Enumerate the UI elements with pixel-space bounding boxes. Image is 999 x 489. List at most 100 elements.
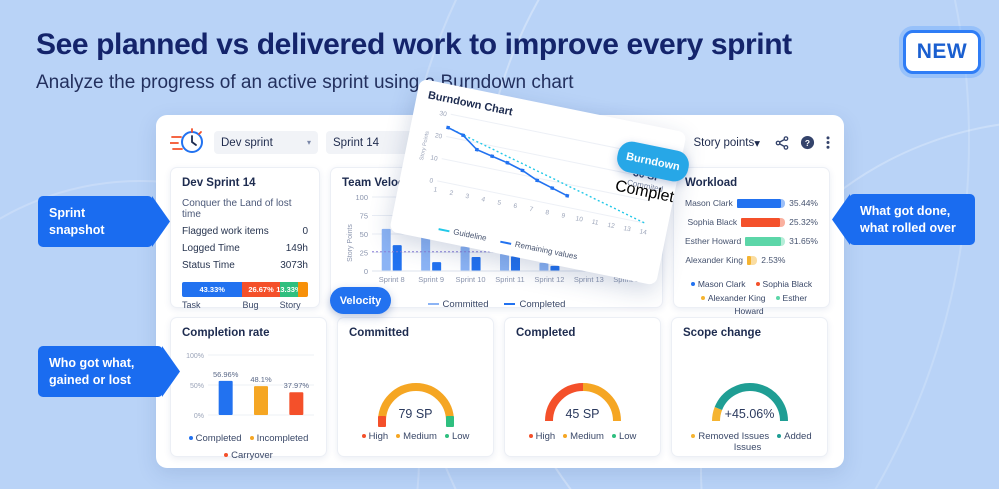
unit-select-value: Story points	[693, 136, 755, 149]
completion-rate-chart: 100% 50% 0% 56.96% 48.1% 37.97%	[182, 345, 315, 431]
workload-legend: Mason Clark Sophia Black Alexander King Est…	[685, 278, 818, 319]
card-completed: Completed 45 SP High Medium Low	[504, 317, 661, 457]
svg-text:Sprint 13: Sprint 13	[574, 275, 604, 284]
headline-block: See planned vs delivered work to improve…	[36, 28, 876, 94]
callout-line: snapshot	[49, 222, 105, 237]
metric-label: Flagged work items	[182, 226, 269, 237]
issue-type-labels: Task Bug Story	[182, 300, 308, 310]
pill-velocity[interactable]: Velocity	[330, 287, 391, 314]
workload-row: Sophia Black 25.32%	[685, 217, 818, 227]
legend-item: Medium	[563, 431, 604, 442]
sprint-metric-row: Flagged work items 0	[182, 226, 308, 237]
metric-label: Status Time	[182, 260, 235, 271]
sprint-select-value: Sprint 14	[333, 136, 380, 149]
workload-value: 25.32%	[789, 217, 818, 227]
sprint-subtitle: Conquer the Land of lost time	[182, 198, 292, 220]
svg-text:Sprint 10: Sprint 10	[456, 275, 486, 284]
callout-line: Sprint	[49, 206, 86, 220]
completed-gauge: 45 SP	[516, 345, 649, 431]
callout-who-got-what: Who got what, gained or lost	[38, 346, 163, 397]
workload-bar	[736, 198, 781, 208]
legend-item: High	[528, 431, 555, 442]
chevron-down-icon: ▾	[306, 138, 311, 147]
legend-item: Carryover	[224, 450, 273, 461]
svg-text:Story Points: Story Points	[419, 130, 431, 160]
svg-text:0: 0	[429, 177, 434, 185]
metric-value: 3073h	[280, 260, 308, 271]
workload-bars: Mason Clark 35.44% Sophia Black 25.32% Esthe…	[685, 198, 818, 265]
workload-bar	[745, 236, 782, 246]
svg-text:50%: 50%	[190, 383, 204, 390]
scope-change-value: +45.06%	[724, 407, 775, 421]
svg-text:?: ?	[805, 138, 810, 148]
legend-row: Carryover	[182, 448, 315, 465]
legend-item: Sophia Black	[755, 279, 812, 289]
svg-text:12: 12	[607, 222, 616, 230]
svg-text:100: 100	[355, 193, 368, 202]
legend-item: Mason Clark	[690, 279, 746, 289]
workload-name: Mason Clark	[685, 198, 733, 208]
project-select-value: Dev sprint	[221, 136, 273, 149]
legend-item: Esther Howard	[734, 292, 808, 317]
stack-label: Bug	[242, 300, 259, 310]
svg-text:20: 20	[434, 132, 443, 140]
svg-text:37.97%: 37.97%	[284, 381, 310, 390]
legend-item: Added Issues	[733, 431, 812, 453]
legend-item: Guideline	[438, 224, 487, 243]
sprint-clock-icon	[169, 127, 204, 158]
legend-row: Mason Clark Sophia Black	[685, 278, 818, 292]
workload-value: 35.44%	[789, 198, 818, 208]
page-title: See planned vs delivered work to improve…	[36, 28, 792, 61]
sprint-metrics-list: Flagged work items 0 Logged Time 149h Status…	[182, 226, 308, 271]
stack-segment: 13.33%	[276, 282, 302, 297]
stack-label: Task	[182, 300, 201, 310]
workload-name: Alexander King	[685, 255, 743, 265]
svg-text:2: 2	[449, 190, 454, 198]
svg-text:1: 1	[433, 186, 438, 194]
svg-text:48.1%: 48.1%	[250, 375, 272, 384]
sprint-metric-row: Logged Time 149h	[182, 243, 308, 254]
dashboard-toolbar: Dev sprint ▾ Sprint 14 ▾ Story points ▾ …	[169, 127, 830, 158]
committed-gauge: 79 SP	[349, 345, 482, 431]
metric-value: 149h	[285, 243, 308, 254]
stack-label	[298, 300, 308, 310]
workload-row: Mason Clark 35.44%	[685, 198, 818, 208]
svg-text:9: 9	[561, 212, 566, 220]
project-select[interactable]: Dev sprint ▾	[214, 131, 318, 154]
completion-rate-legend: Completed Incompleted Carryover	[182, 431, 315, 464]
svg-text:10: 10	[430, 154, 439, 162]
chevron-down-icon: ▾	[754, 137, 760, 150]
card-sprint-snapshot: Dev Sprint 14 Conquer the Land of lost t…	[170, 167, 320, 310]
svg-text:8: 8	[545, 209, 550, 217]
svg-text:0%: 0%	[194, 413, 204, 420]
completed-legend: High Medium Low	[516, 431, 649, 442]
callout-sprint-snapshot: Sprint snapshot	[38, 196, 153, 247]
card-title: Committed	[349, 327, 410, 339]
workload-bar-cap	[779, 217, 786, 227]
legend-item: Removed Issues	[691, 431, 769, 442]
svg-text:6: 6	[513, 203, 518, 211]
stack-segment	[298, 282, 308, 297]
unit-select[interactable]: Story points ▾	[689, 131, 764, 154]
callout-line: gained or lost	[49, 372, 131, 387]
callout-what-got-done: What got done, what rolled over	[849, 194, 975, 245]
workload-bar	[747, 255, 752, 265]
svg-text:50: 50	[360, 230, 368, 239]
workload-bar-cap	[751, 255, 758, 265]
new-badge: NEW	[903, 30, 981, 74]
velocity-legend: Committed Completed	[342, 299, 651, 310]
workload-value: 31.65%	[789, 236, 818, 246]
svg-text:Sprint 8: Sprint 8	[379, 275, 405, 284]
svg-text:Sprint 11: Sprint 11	[495, 275, 524, 284]
legend-item: Completed	[188, 433, 242, 444]
more-icon[interactable]	[826, 135, 830, 150]
svg-text:100%: 100%	[186, 353, 204, 360]
legend-row: Alexander King Esther Howard	[685, 292, 818, 319]
committed-value: 79 SP	[398, 407, 433, 421]
svg-text:4: 4	[481, 196, 486, 204]
help-icon[interactable]: ?	[800, 135, 815, 150]
svg-text:30: 30	[439, 110, 448, 118]
share-icon[interactable]	[775, 135, 789, 150]
card-completion-rate: Completion rate 100% 50% 0% 56.96% 48.1% 37.9…	[170, 317, 327, 461]
svg-text:3: 3	[465, 193, 470, 201]
